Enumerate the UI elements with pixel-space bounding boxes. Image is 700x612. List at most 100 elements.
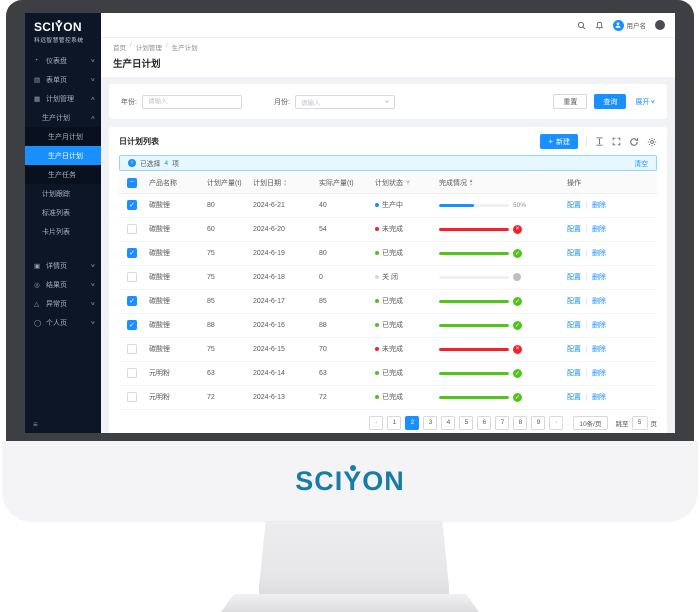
row-checkbox[interactable]: ✓ — [127, 200, 137, 210]
search-icon[interactable] — [577, 21, 586, 30]
breadcrumb-plan-management[interactable]: 计划管理 — [135, 45, 162, 52]
page-button[interactable]: 2 — [405, 415, 420, 430]
configure-link[interactable]: 配置 — [567, 226, 581, 233]
configure-link[interactable]: 配置 — [567, 346, 581, 353]
sidebar-item-plan-management[interactable]: ▦ 计划管理 ∧ — [34, 95, 96, 103]
sidebar-item-monthly-plan[interactable]: 生产月计划 — [25, 127, 101, 146]
cell-actual: 63 — [315, 361, 371, 386]
reset-button[interactable]: 重置 — [553, 94, 588, 109]
status-badge: 已完成 — [375, 368, 403, 378]
page-button[interactable]: 8 — [513, 415, 528, 430]
page-button[interactable]: 3 — [423, 415, 438, 430]
page-button[interactable]: 4 — [441, 415, 456, 430]
delete-link[interactable]: 删除 — [592, 250, 606, 257]
page-button[interactable]: 5 — [459, 415, 474, 430]
theme-toggle-icon[interactable] — [655, 20, 665, 30]
sidebar-item-card-list[interactable]: 卡片列表 — [42, 228, 70, 236]
col-actions: 操作 — [563, 173, 657, 194]
delete-link[interactable]: 删除 — [592, 226, 606, 233]
new-button[interactable]: + 新建 — [540, 134, 578, 149]
row-checkbox[interactable]: ✓ — [127, 248, 137, 258]
year-input[interactable] — [141, 94, 242, 109]
configure-link[interactable]: 配置 — [567, 298, 581, 305]
row-checkbox[interactable] — [127, 392, 137, 402]
expand-link[interactable]: 展开 ∨ — [635, 98, 656, 106]
cell-actual: 72 — [315, 385, 371, 410]
jump-page-input[interactable]: 5 — [631, 415, 648, 430]
progress-bar: ✓ — [439, 248, 559, 258]
status-text: 已完成 — [382, 370, 403, 377]
configure-link[interactable]: 配置 — [567, 370, 581, 377]
configure-link[interactable]: 配置 — [567, 250, 581, 257]
sidebar-item-form[interactable]: ▤ 表单页 ∨ — [34, 76, 96, 84]
page-title: 生产日计划 — [113, 59, 161, 70]
gear-icon[interactable] — [647, 137, 657, 147]
configure-link[interactable]: 配置 — [567, 202, 581, 209]
page-button[interactable]: 9 — [531, 415, 546, 430]
page-button[interactable]: 1 — [387, 415, 402, 430]
breadcrumb-production-plan[interactable]: 生产计划 — [171, 45, 198, 52]
action-divider — [586, 393, 587, 401]
row-checkbox[interactable]: ✓ — [127, 320, 137, 330]
sidebar-item-standard-list[interactable]: 标准列表 — [42, 209, 70, 217]
search-button[interactable]: 查询 — [594, 94, 627, 109]
prev-page-button[interactable]: ‹ — [369, 415, 384, 430]
next-page-button[interactable]: › — [549, 415, 564, 430]
row-checkbox[interactable] — [127, 272, 137, 282]
filter-funnel-icon[interactable] — [405, 180, 411, 186]
chevron-up-icon: ∧ — [90, 95, 96, 102]
row-checkbox[interactable] — [127, 344, 137, 354]
row-checkbox[interactable] — [127, 368, 137, 378]
configure-link[interactable]: 配置 — [567, 274, 581, 281]
delete-link[interactable]: 删除 — [592, 346, 606, 353]
fullscreen-icon[interactable] — [612, 137, 621, 146]
sidebar-logo-text: SCI Y ON — [34, 20, 82, 34]
sidebar-item-production-plan[interactable]: 生产计划 ∧ — [42, 114, 96, 122]
delete-link[interactable]: 删除 — [592, 298, 606, 305]
status-badge: 未完成 — [375, 224, 403, 234]
sidebar-collapse-icon[interactable]: ≡ — [33, 420, 38, 429]
status-badge: 已完成 — [375, 320, 403, 330]
delete-link[interactable]: 删除 — [592, 202, 606, 209]
sidebar-item-personal[interactable]: ◯ 个人页 ∨ — [34, 319, 96, 327]
progress-bar: × — [439, 224, 559, 234]
breadcrumb-home[interactable]: 首页 — [113, 45, 126, 52]
user-menu[interactable]: 用户名 — [612, 19, 646, 31]
sort-icon[interactable]: ▲ ▼ — [283, 178, 288, 187]
configure-link[interactable]: 配置 — [567, 322, 581, 329]
page-button[interactable]: 6 — [477, 415, 492, 430]
configure-link[interactable]: 配置 — [567, 394, 581, 401]
sidebar-item-plan-tracking[interactable]: 计划跟踪 — [42, 190, 70, 198]
col-progress: 完成情况 ▲ ▼ — [435, 173, 563, 194]
sort-icon-active[interactable]: ▲ ▼ — [469, 178, 474, 187]
status-dot — [375, 323, 379, 327]
refresh-icon[interactable] — [629, 137, 639, 147]
page-header: 首页 / 计划管理 / 生产计划 生产日计划 — [101, 37, 675, 77]
status-text: 已完成 — [382, 394, 403, 401]
top-header: 用户名 — [101, 13, 675, 37]
column-height-icon[interactable] — [595, 137, 604, 146]
sidebar-item-result[interactable]: ◎ 结果页 ∨ — [34, 281, 96, 289]
row-checkbox[interactable]: ✓ — [127, 296, 137, 306]
month-select[interactable]: 请输入 ∨ — [294, 94, 395, 109]
select-all-checkbox[interactable]: − — [127, 177, 137, 188]
sidebar-item-production-task[interactable]: 生产任务 — [25, 165, 101, 184]
cell-date: 2024-6-14 — [249, 361, 315, 386]
bell-icon[interactable] — [595, 21, 604, 30]
status-badge: 关 闭 — [375, 272, 398, 282]
delete-link[interactable]: 删除 — [592, 274, 606, 281]
sidebar-item-daily-plan[interactable]: 生产日计划 — [25, 146, 101, 165]
row-checkbox[interactable] — [127, 224, 137, 234]
clear-selection-link[interactable]: 清空 — [634, 161, 648, 168]
sidebar-item-detail[interactable]: ▣ 详情页 ∨ — [34, 262, 96, 270]
page-button[interactable]: 7 — [495, 415, 510, 430]
delete-link[interactable]: 删除 — [592, 322, 606, 329]
table-card: 日计划列表 + 新建 — [109, 127, 667, 433]
page-size-select[interactable]: 10条/页 — [573, 415, 608, 430]
sidebar-item-dashboard[interactable]: ◔ 仪表盘 ∨ — [34, 57, 96, 65]
sidebar-item-exception[interactable]: △ 异常页 ∨ — [34, 300, 96, 308]
delete-link[interactable]: 删除 — [592, 370, 606, 377]
breadcrumb: 首页 / 计划管理 / 生产计划 — [113, 42, 663, 52]
delete-link[interactable]: 删除 — [592, 394, 606, 401]
